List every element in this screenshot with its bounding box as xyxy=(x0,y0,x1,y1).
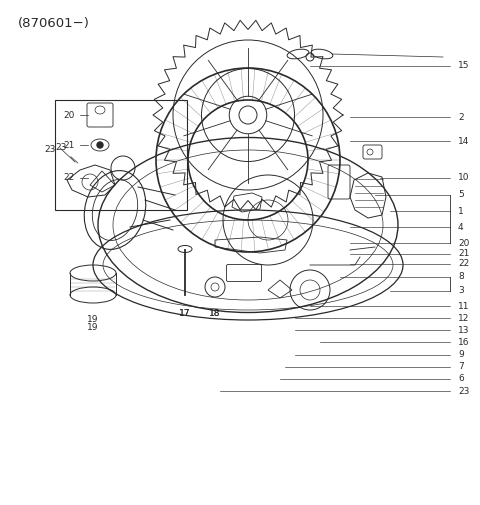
Text: 17: 17 xyxy=(179,309,191,318)
Text: 20: 20 xyxy=(63,111,74,120)
Text: 6: 6 xyxy=(458,374,464,383)
Text: 4: 4 xyxy=(458,223,464,232)
Text: 14: 14 xyxy=(458,137,469,146)
Text: 18: 18 xyxy=(209,309,221,318)
Text: 9: 9 xyxy=(458,350,464,359)
Text: 7: 7 xyxy=(458,362,464,371)
Text: 23: 23 xyxy=(55,143,78,163)
Text: 23: 23 xyxy=(44,145,56,155)
Text: 15: 15 xyxy=(458,61,469,70)
Text: 11: 11 xyxy=(458,301,469,311)
Text: 13: 13 xyxy=(458,326,469,335)
Text: 21: 21 xyxy=(63,140,74,149)
Text: 2: 2 xyxy=(458,113,464,122)
Text: 23: 23 xyxy=(458,387,469,396)
Text: 22: 22 xyxy=(458,259,469,268)
Text: 21: 21 xyxy=(458,249,469,258)
Text: 10: 10 xyxy=(458,173,469,182)
Text: 16: 16 xyxy=(458,338,469,347)
Text: 22: 22 xyxy=(63,174,74,182)
Text: 18: 18 xyxy=(209,309,221,318)
Text: 19: 19 xyxy=(87,323,99,331)
Text: 17: 17 xyxy=(179,309,191,318)
Bar xyxy=(55,100,187,210)
Text: (870601−): (870601−) xyxy=(18,17,90,30)
Text: 20: 20 xyxy=(458,239,469,248)
Text: 3: 3 xyxy=(458,286,464,295)
Text: 5: 5 xyxy=(458,190,464,199)
Text: 12: 12 xyxy=(458,314,469,323)
Text: 8: 8 xyxy=(458,272,464,281)
Text: 1: 1 xyxy=(458,207,464,216)
Circle shape xyxy=(97,142,103,148)
Text: 19: 19 xyxy=(87,316,99,325)
